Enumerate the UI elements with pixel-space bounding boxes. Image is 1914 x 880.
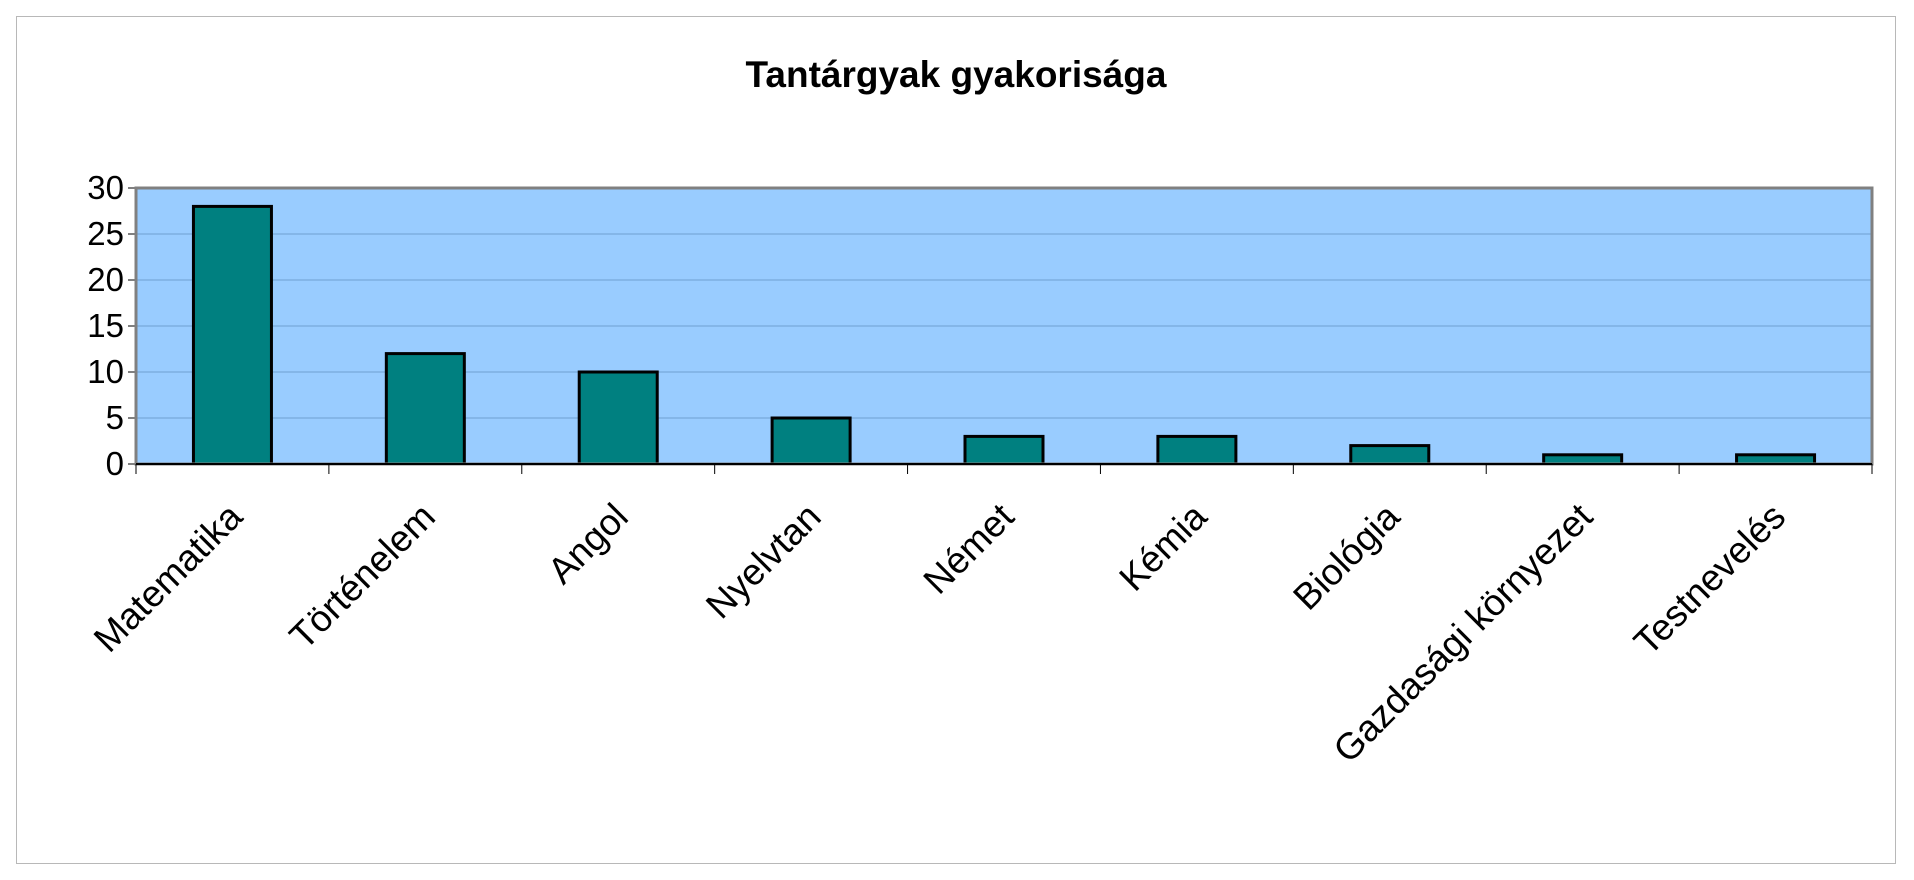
category-label: Német bbox=[916, 495, 1023, 602]
bar bbox=[191, 204, 273, 466]
category-label: Nyelvtan bbox=[698, 496, 829, 627]
category-label: Testnevelés bbox=[1626, 496, 1793, 663]
bar bbox=[1349, 444, 1431, 466]
bar bbox=[963, 434, 1045, 466]
category-label: Matematika bbox=[86, 495, 251, 660]
bar bbox=[577, 370, 659, 466]
category-label: Kémia bbox=[1111, 495, 1214, 598]
chart-title: Tantárgyak gyakorisága bbox=[746, 54, 1167, 95]
y-tick-label: 25 bbox=[87, 215, 124, 252]
y-tick-label: 15 bbox=[87, 307, 124, 344]
plot-area: 0 5 10 15 20 25 30 Matematika Történelem Angol Nye… bbox=[86, 169, 1874, 770]
bar bbox=[770, 416, 852, 466]
y-tick-label: 0 bbox=[106, 445, 124, 482]
category-label: Biológia bbox=[1285, 495, 1407, 617]
y-tick-label: 30 bbox=[87, 169, 124, 206]
y-tick-label: 5 bbox=[106, 399, 124, 436]
chart-frame: Tantárgyak gyakorisága 0 5 10 15 20 25 30 Matem… bbox=[16, 16, 1896, 864]
category-label: Angol bbox=[540, 496, 636, 592]
bar-chart: Tantárgyak gyakorisága 0 5 10 15 20 25 30 Matem… bbox=[86, 54, 1874, 770]
bar bbox=[384, 352, 466, 466]
y-tick-label: 10 bbox=[87, 353, 124, 390]
category-label: Történelem bbox=[282, 496, 443, 657]
y-tick-label: 20 bbox=[87, 261, 124, 298]
bar bbox=[1156, 434, 1238, 466]
